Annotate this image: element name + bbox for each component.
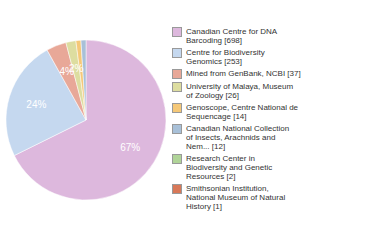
- svg-text:4%: 4%: [59, 66, 74, 78]
- html-text:University of Malaya, Museum o: University of Malaya, Museum of Zoology …: [186, 81, 294, 100]
- svg-text:67%: 67%: [120, 142, 140, 153]
- html-text:Centre for Biodiversity Genomi: Centre for Biodiversity Genomics [253]: [186, 47, 265, 66]
- html-text:Canadian National Collection o: Canadian National Collection of Insects,…: [186, 123, 290, 151]
- html-text:Genoscope, Centre National de: Genoscope, Centre National de Sequencage…: [186, 102, 299, 121]
- html-text:Canadian Centre for DNA Barcod: Canadian Centre for DNA Barcoding [698]: [186, 26, 278, 45]
- html-text:Smithsonian Institution, Natio: Smithsonian Institution, National Museum…: [186, 183, 286, 211]
- svg-text:2%: 2%: [69, 63, 84, 74]
- html-text:Mined from GenBank, NCBI [37]: Mined from GenBank, NCBI [37]: [186, 68, 301, 78]
- html-text:Research Center in Biodiversit: Research Center in Biodiversity and Gene…: [186, 153, 273, 181]
- svg-text:24%: 24%: [26, 99, 46, 110]
